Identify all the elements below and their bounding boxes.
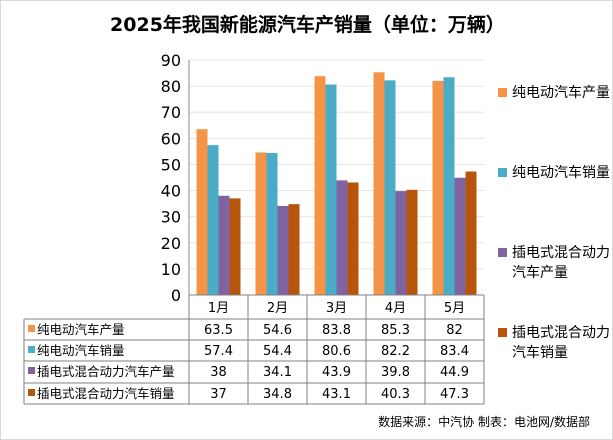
bar bbox=[443, 77, 455, 295]
legend-key bbox=[28, 389, 35, 396]
legend-key bbox=[28, 367, 35, 374]
data-label: 57.4 bbox=[204, 344, 233, 359]
legend-label: 插电式混合动力汽车销量 bbox=[512, 325, 610, 361]
bar bbox=[432, 80, 444, 295]
bar bbox=[207, 145, 219, 295]
data-label: 40.3 bbox=[381, 387, 410, 402]
category-label: 3月 bbox=[326, 301, 347, 316]
data-label: 83.8 bbox=[322, 323, 351, 338]
data-label: 43.9 bbox=[322, 365, 351, 380]
row-header: 纯电动汽车销量 bbox=[37, 343, 125, 358]
category-label: 1月 bbox=[208, 301, 229, 316]
data-label: 83.4 bbox=[440, 344, 469, 359]
bar bbox=[395, 191, 407, 295]
legend-swatch bbox=[498, 248, 507, 257]
bar bbox=[465, 171, 477, 295]
y-tick-label: 40 bbox=[161, 182, 181, 201]
bar bbox=[218, 195, 230, 295]
legend-swatch bbox=[498, 168, 507, 177]
bar bbox=[277, 205, 289, 295]
legend-label: 纯电动汽车销量 bbox=[512, 165, 610, 181]
legend-item: 纯电动汽车销量 bbox=[498, 163, 610, 183]
data-label: 34.8 bbox=[263, 387, 292, 402]
legend-item: 插电式混合动力汽车销量 bbox=[498, 323, 610, 363]
legend-item: 插电式混合动力汽车产量 bbox=[498, 243, 610, 283]
data-label: 44.9 bbox=[440, 365, 469, 380]
data-label: 82.2 bbox=[381, 344, 410, 359]
legend-label: 插电式混合动力汽车产量 bbox=[512, 245, 610, 281]
y-tick-label: 10 bbox=[161, 260, 181, 279]
legend-item: 纯电动汽车产量 bbox=[498, 83, 610, 103]
data-label: 82 bbox=[446, 323, 463, 338]
bar bbox=[325, 84, 337, 296]
data-label: 47.3 bbox=[440, 387, 469, 402]
bar bbox=[336, 180, 348, 295]
bar bbox=[373, 72, 385, 296]
category-label: 2月 bbox=[267, 301, 288, 316]
data-label: 37 bbox=[210, 387, 227, 402]
data-label: 38 bbox=[210, 365, 227, 380]
bar bbox=[255, 152, 267, 295]
chart-title: 2025年我国新能源汽车产销量（单位：万辆） bbox=[110, 14, 505, 36]
legend-swatch bbox=[498, 88, 507, 97]
source-note: 数据来源：中汽协 制表：电池网/数据部 bbox=[378, 415, 590, 429]
bar bbox=[314, 76, 326, 295]
bar bbox=[266, 152, 278, 295]
data-label: 34.1 bbox=[263, 365, 292, 380]
legend-key bbox=[28, 325, 35, 332]
legend-key bbox=[28, 346, 35, 353]
data-label: 63.5 bbox=[204, 323, 233, 338]
bar bbox=[288, 204, 300, 295]
category-label: 5月 bbox=[444, 301, 465, 316]
y-tick-label: 70 bbox=[161, 103, 181, 122]
bar bbox=[406, 189, 418, 295]
row-header: 纯电动汽车产量 bbox=[37, 322, 125, 337]
y-tick-label: 60 bbox=[161, 129, 181, 148]
data-label: 39.8 bbox=[381, 365, 410, 380]
y-tick-label: 20 bbox=[161, 234, 181, 253]
bar bbox=[229, 198, 241, 295]
data-label: 43.1 bbox=[322, 387, 351, 402]
y-tick-label: 30 bbox=[161, 208, 181, 227]
data-label: 85.3 bbox=[381, 323, 410, 338]
category-label: 4月 bbox=[385, 301, 406, 316]
y-tick-label: 90 bbox=[161, 51, 181, 70]
y-tick-label: 80 bbox=[161, 77, 181, 96]
bar bbox=[196, 129, 208, 295]
row-header: 插电式混合动力汽车产量 bbox=[37, 364, 175, 379]
row-header: 插电式混合动力汽车销量 bbox=[37, 386, 175, 401]
legend-swatch bbox=[498, 328, 507, 337]
data-label: 54.4 bbox=[263, 344, 292, 359]
data-label: 80.6 bbox=[322, 344, 351, 359]
bar bbox=[454, 177, 466, 295]
bar bbox=[384, 80, 396, 295]
legend-label: 纯电动汽车产量 bbox=[512, 85, 610, 101]
y-tick-label: 50 bbox=[161, 155, 181, 174]
y-tick-label: 0 bbox=[171, 286, 181, 305]
data-label: 54.6 bbox=[263, 323, 292, 338]
bar bbox=[347, 182, 359, 295]
